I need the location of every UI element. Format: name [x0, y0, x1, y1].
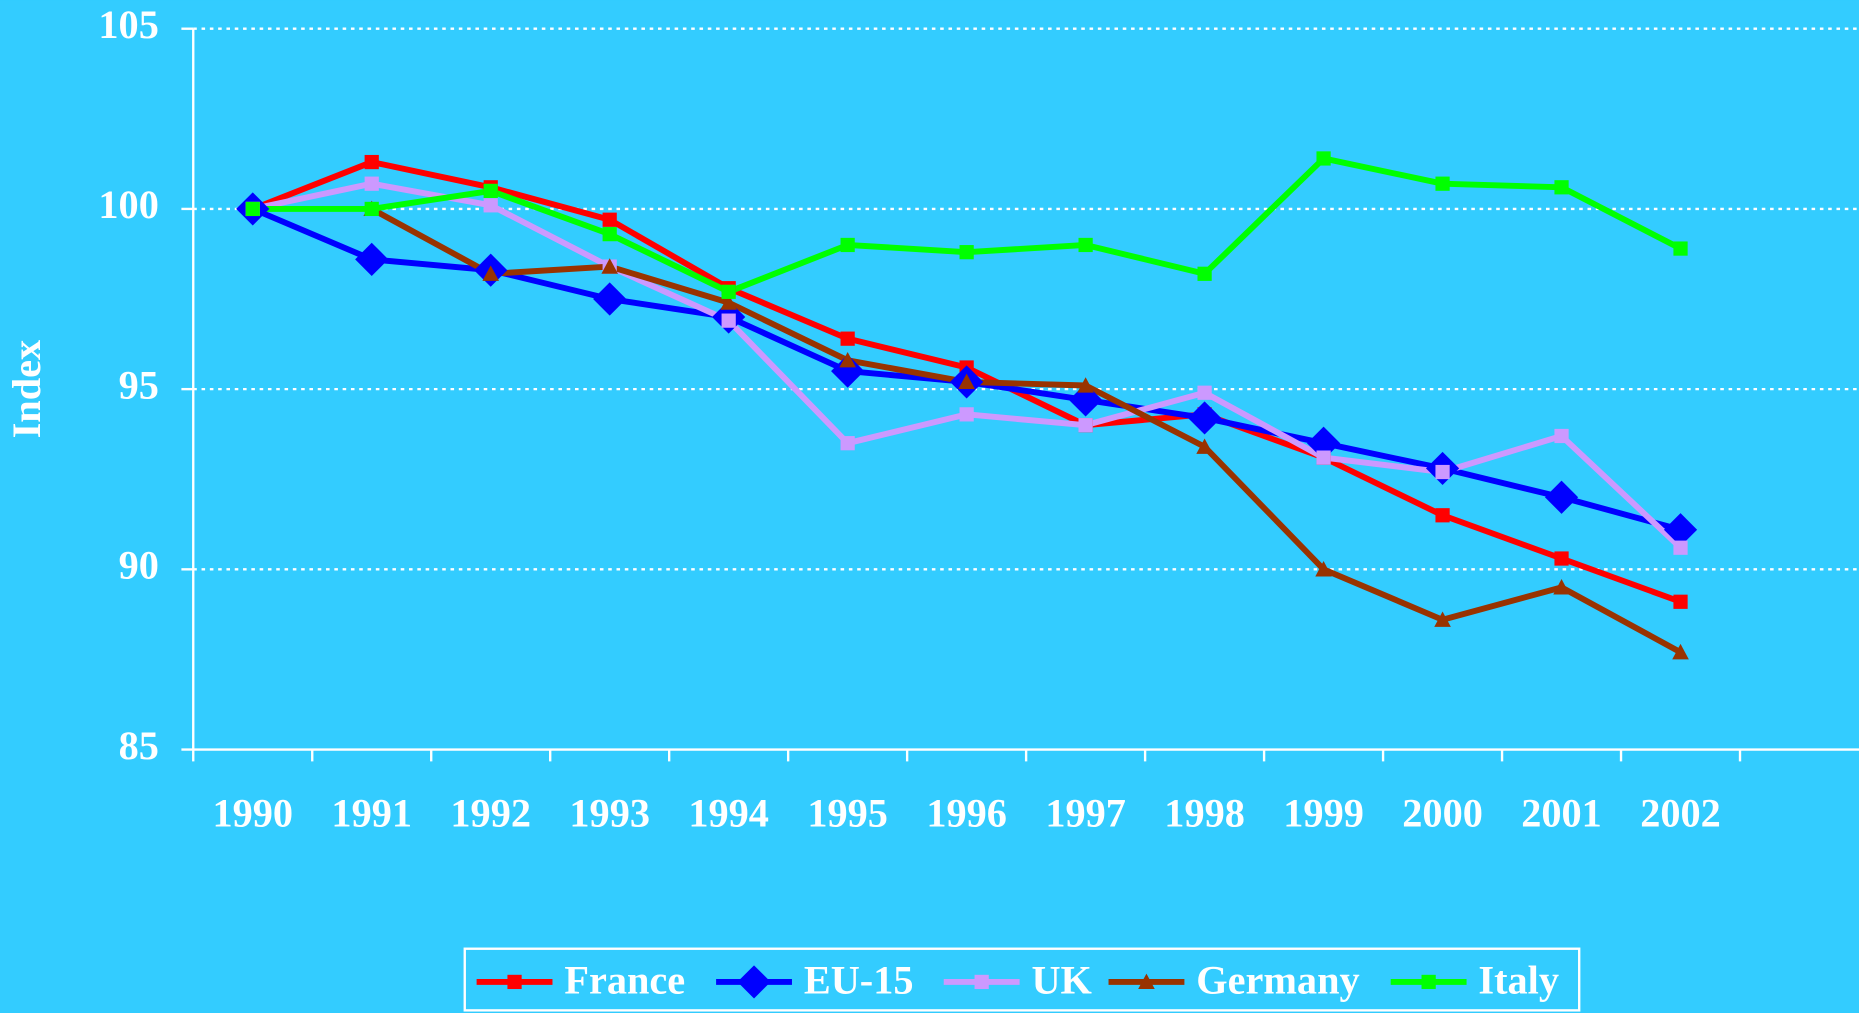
- x-tick-label: 1996: [926, 790, 1007, 835]
- legend-marker: [1421, 974, 1436, 990]
- x-tick-label: 1995: [807, 790, 888, 835]
- marker: [959, 245, 974, 260]
- x-tick-label: 2002: [1640, 790, 1721, 835]
- x-tick-label: 1991: [331, 790, 412, 835]
- marker: [1673, 540, 1688, 555]
- marker: [1435, 176, 1450, 191]
- marker: [602, 212, 617, 227]
- x-tick-label: 1999: [1283, 790, 1364, 835]
- marker: [721, 313, 736, 328]
- marker: [721, 284, 736, 299]
- marker: [1554, 428, 1569, 444]
- series-line: [370, 206, 1682, 655]
- marker: [1306, 426, 1341, 460]
- x-tick-label: 1994: [688, 790, 769, 835]
- legend-box: [463, 947, 1581, 1012]
- marker: [364, 154, 379, 170]
- x-tick-label: 1992: [450, 790, 531, 835]
- y-tick-label: 100: [98, 182, 158, 227]
- legend-marker: [507, 974, 522, 990]
- marker: [1673, 241, 1688, 256]
- legend-label: UK: [1031, 958, 1092, 1003]
- marker: [1316, 450, 1331, 465]
- marker: [1077, 377, 1094, 393]
- marker: [364, 201, 379, 217]
- marker: [1197, 385, 1212, 400]
- legend-label: EU-15: [804, 958, 914, 1003]
- marker: [840, 436, 855, 451]
- marker: [1316, 151, 1331, 166]
- marker: [839, 351, 856, 368]
- legend-label: France: [564, 958, 685, 1003]
- marker: [1078, 237, 1093, 253]
- marker: [245, 201, 260, 217]
- marker: [1188, 401, 1222, 435]
- legend-label: Italy: [1478, 958, 1559, 1003]
- x-tick-label: 1998: [1164, 790, 1245, 835]
- marker: [483, 183, 498, 199]
- marker: [1434, 611, 1451, 627]
- x-tick-label: 2001: [1521, 790, 1602, 835]
- marker: [1197, 266, 1212, 281]
- legend-label: Germany: [1196, 958, 1359, 1003]
- x-tick-label: 1990: [212, 790, 293, 835]
- marker: [1315, 561, 1332, 577]
- legend-marker: [1138, 973, 1155, 990]
- y-axis-label: Index: [4, 340, 49, 439]
- marker: [1196, 438, 1213, 454]
- marker: [1069, 383, 1103, 417]
- marker: [720, 294, 737, 310]
- marker: [1663, 513, 1698, 547]
- marker: [840, 237, 855, 253]
- marker: [1673, 594, 1688, 609]
- legend-marker: [974, 974, 989, 990]
- marker: [482, 265, 500, 281]
- marker: [1078, 418, 1093, 433]
- marker: [1435, 464, 1450, 480]
- marker: [1553, 579, 1570, 595]
- marker: [593, 282, 627, 316]
- x-tick-label: 1993: [569, 790, 650, 835]
- marker: [840, 331, 855, 346]
- marker: [1435, 508, 1450, 523]
- marker: [1672, 643, 1689, 660]
- marker: [483, 198, 498, 213]
- marker: [602, 227, 617, 242]
- marker: [364, 176, 379, 191]
- marker: [1554, 551, 1569, 566]
- x-tick-label: 1997: [1045, 790, 1126, 835]
- x-tick-label: 2000: [1402, 790, 1483, 835]
- marker: [601, 258, 618, 274]
- y-tick-label: 90: [119, 543, 159, 588]
- marker: [959, 407, 974, 422]
- y-tick-label: 95: [119, 362, 159, 407]
- marker: [1554, 180, 1569, 195]
- y-tick-label: 105: [98, 2, 158, 47]
- marker: [958, 373, 975, 390]
- y-tick-label: 85: [119, 723, 159, 768]
